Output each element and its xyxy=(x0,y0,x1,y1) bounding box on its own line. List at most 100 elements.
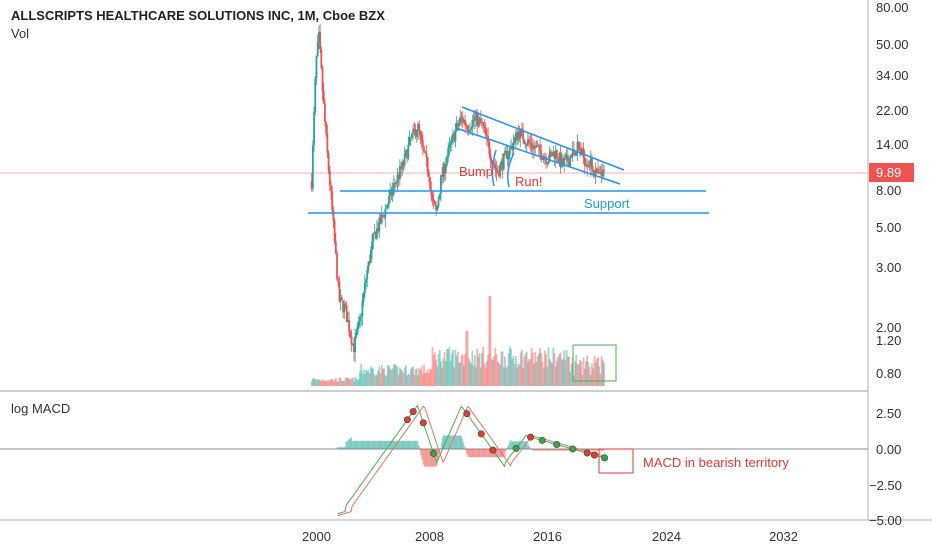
volume-bar xyxy=(600,355,603,386)
volume-bar xyxy=(339,377,342,386)
candle-body xyxy=(566,155,569,162)
macd-label: log MACD xyxy=(11,401,70,416)
volume-bar xyxy=(583,368,586,386)
volume-bar xyxy=(505,367,508,386)
macd-hist-bar xyxy=(545,449,548,451)
macd-hist-bar xyxy=(422,449,425,465)
candle-body xyxy=(591,158,593,170)
volume-bar xyxy=(340,380,343,386)
macd-hist-bar xyxy=(474,449,477,458)
volume-bar xyxy=(332,380,335,386)
candle-body xyxy=(412,128,415,134)
volume-bar xyxy=(389,369,392,386)
volume-bar xyxy=(426,369,429,386)
candle-body xyxy=(314,78,317,112)
candle-body xyxy=(569,157,572,167)
macd-hist-bar xyxy=(547,449,549,451)
candle-body xyxy=(470,128,473,131)
candle-body xyxy=(320,49,323,68)
candle-body xyxy=(337,279,340,282)
macd-hist-bar xyxy=(432,449,435,467)
volume-bar xyxy=(396,366,399,386)
price-axis: 80.00 50.00 34.00 22.00 14.00 8.00 5.00 … xyxy=(876,0,909,381)
candle-body xyxy=(444,164,447,173)
volume-bar xyxy=(382,368,384,386)
macd-tick-label: 2.50 xyxy=(876,406,901,421)
volume-bar xyxy=(405,364,407,386)
macd-hist-bar xyxy=(400,440,403,449)
macd-annotation: MACD in bearish territory xyxy=(643,455,789,470)
bump-upper-trendline xyxy=(461,106,625,171)
macd-hist-bar xyxy=(417,445,420,449)
candle-body xyxy=(516,132,518,141)
macd-hist-bar xyxy=(588,449,590,451)
volume-bar xyxy=(506,366,509,386)
volume-bar xyxy=(444,361,447,386)
bump-curve-2 xyxy=(507,152,515,188)
volume-bar xyxy=(343,380,346,386)
candle-body xyxy=(423,146,425,152)
volume-bar xyxy=(479,367,482,386)
volume-bar xyxy=(386,364,389,386)
macd-hist-bar xyxy=(380,440,383,449)
volume-bar xyxy=(599,373,602,386)
volume-bar xyxy=(575,354,578,386)
volume-bar xyxy=(313,378,315,386)
macd-hist-bar xyxy=(557,449,560,451)
volume-bar xyxy=(336,381,338,386)
candle-body xyxy=(499,164,502,177)
volume-bar xyxy=(372,368,375,386)
volume-bar xyxy=(498,362,500,386)
volume-bar xyxy=(458,362,460,386)
volume-bar xyxy=(324,381,326,386)
candle-body xyxy=(421,140,424,147)
candle-body xyxy=(502,153,505,170)
macd-hist-bar xyxy=(373,440,375,449)
y-tick-label: 80.00 xyxy=(876,0,909,15)
volume-bar xyxy=(519,352,522,386)
macd-hist-bar xyxy=(435,449,438,466)
candle-body xyxy=(508,147,511,155)
volume-bar xyxy=(463,365,465,386)
candle-body xyxy=(595,168,598,170)
volume-bar xyxy=(417,375,419,386)
candle-body xyxy=(550,151,552,154)
candle-body xyxy=(436,206,439,211)
volume-bar xyxy=(579,360,581,386)
volume-bar xyxy=(326,381,329,386)
volume-bar xyxy=(546,367,549,386)
volume-bar xyxy=(521,349,523,386)
volume-bar xyxy=(543,350,546,386)
macd-hist-bar xyxy=(358,440,361,449)
volume-bar xyxy=(377,370,380,386)
candle-body xyxy=(369,250,372,264)
macd-hist-bar xyxy=(530,448,532,450)
candle-body xyxy=(496,171,499,174)
candle-body xyxy=(577,141,580,148)
macd-hist-bar xyxy=(423,449,426,467)
candle-body xyxy=(411,133,413,138)
volume-highlight-box xyxy=(572,344,617,382)
candle-body xyxy=(315,55,318,79)
volume-bar xyxy=(448,347,451,386)
volume-bar xyxy=(597,357,599,386)
volume-bar xyxy=(344,377,347,386)
candle-body xyxy=(513,137,516,144)
macd-hist-bar xyxy=(448,435,450,449)
volume-bar xyxy=(366,371,369,386)
x-tick-label: 2032 xyxy=(769,529,798,544)
candle-body xyxy=(583,157,586,166)
candle-body xyxy=(334,241,337,254)
last-price-value: 9.89 xyxy=(876,165,901,180)
volume-bar xyxy=(374,375,377,386)
macd-hist-bar xyxy=(497,449,500,458)
macd-hist-bar xyxy=(347,439,350,449)
volume-bar xyxy=(449,360,452,386)
macd-hist-bar xyxy=(392,440,395,449)
bearish-cross-marker xyxy=(527,433,535,441)
macd-hist-bar xyxy=(551,449,554,451)
candle-body xyxy=(431,194,434,200)
macd-hist-bar xyxy=(522,441,525,449)
volume-bar xyxy=(420,366,423,386)
candle-body xyxy=(359,316,361,321)
